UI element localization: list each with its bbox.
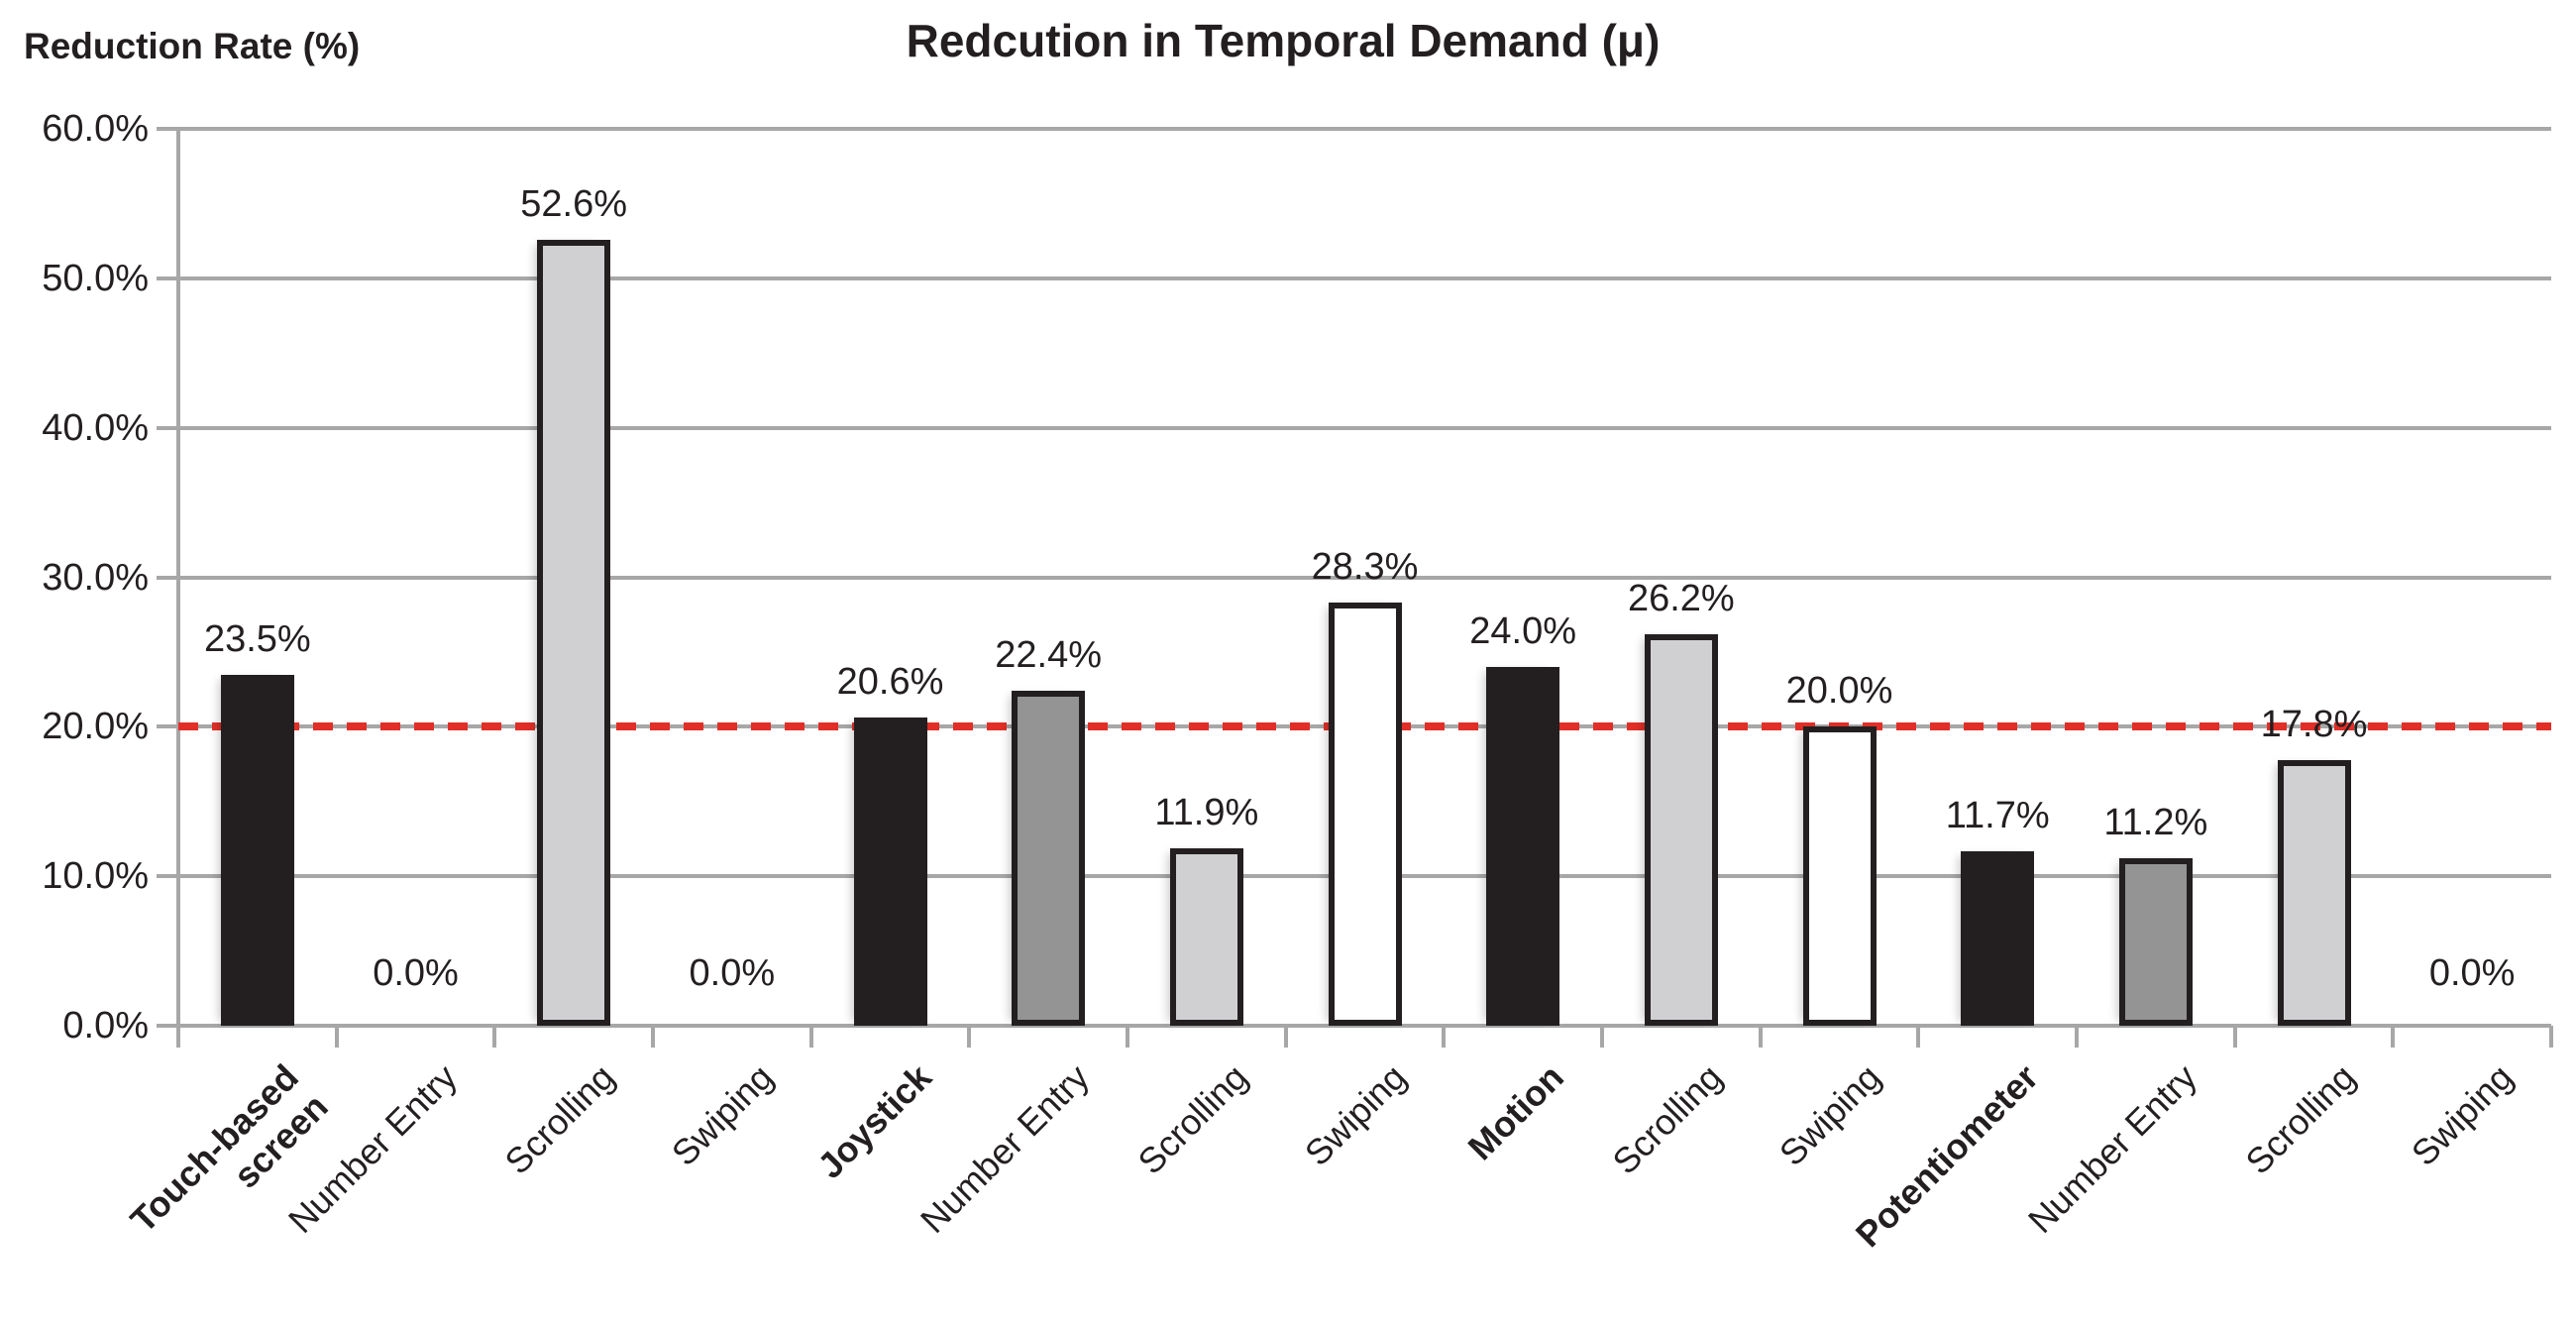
x-axis-tick <box>967 1026 972 1048</box>
x-axis-tick <box>1916 1026 1921 1048</box>
category-label: Swiping <box>2195 1056 2521 1173</box>
y-tick-label: 20.0% <box>42 706 149 748</box>
bar <box>1169 847 1243 1026</box>
chart-title: Redcution in Temporal Demand (μ) <box>906 15 1661 66</box>
gridline <box>178 127 2551 131</box>
x-axis-tick <box>1126 1026 1129 1048</box>
y-tick-label: 40.0% <box>42 406 149 449</box>
x-axis-tick <box>2549 1026 2553 1048</box>
value-label: 0.0% <box>2428 952 2516 994</box>
x-axis-tick <box>334 1026 339 1048</box>
x-axis-tick <box>2232 1026 2237 1048</box>
x-axis-tick <box>808 1026 813 1048</box>
value-label: 0.0% <box>373 952 459 994</box>
value-label: 20.0% <box>1785 670 1893 713</box>
x-axis-tick <box>1600 1026 1604 1048</box>
gridline <box>178 1024 2551 1028</box>
y-tick-label: 0.0% <box>62 1005 149 1047</box>
gridline <box>178 575 2551 580</box>
bar <box>1328 603 1402 1026</box>
y-axis-line <box>176 127 180 1028</box>
y-tick-label: 10.0% <box>42 855 149 898</box>
value-label: 24.0% <box>1469 610 1577 652</box>
bar <box>1012 691 1086 1026</box>
y-axis-title: Reduction Rate (%) <box>24 26 361 66</box>
y-axis-tick <box>157 724 178 729</box>
value-label: 28.3% <box>1311 546 1419 589</box>
x-axis-tick <box>176 1026 180 1048</box>
gridline <box>178 276 2551 280</box>
value-label: 0.0% <box>689 952 776 994</box>
value-label: 22.4% <box>995 634 1103 677</box>
bar <box>1486 667 1560 1026</box>
gridline <box>178 425 2551 430</box>
y-axis-tick <box>157 127 178 131</box>
bar <box>853 718 927 1026</box>
x-axis-tick <box>2391 1026 2396 1048</box>
x-axis-tick <box>492 1026 497 1048</box>
y-axis-tick <box>157 1024 178 1028</box>
x-axis-tick <box>651 1026 655 1048</box>
bar <box>2277 759 2351 1026</box>
value-label: 11.2% <box>2103 802 2208 844</box>
y-tick-label: 30.0% <box>42 556 149 599</box>
y-tick-label: 50.0% <box>42 257 149 299</box>
value-label: 11.9% <box>1154 791 1259 833</box>
value-label: 52.6% <box>520 182 628 225</box>
y-axis-tick <box>157 276 178 280</box>
x-axis-tick <box>2075 1026 2079 1048</box>
bar <box>1802 726 1877 1026</box>
x-axis-tick <box>1758 1026 1763 1048</box>
value-label: 26.2% <box>1627 577 1735 619</box>
bar <box>1961 850 2035 1026</box>
y-tick-label: 60.0% <box>42 108 149 150</box>
bar <box>537 239 611 1026</box>
value-label: 20.6% <box>836 661 944 704</box>
bar <box>1644 633 1718 1026</box>
y-axis-tick <box>157 425 178 430</box>
value-label: 17.8% <box>2260 703 2368 745</box>
category-label-text: Swiping <box>2404 1056 2522 1174</box>
y-axis-tick <box>157 874 178 879</box>
bar <box>2118 858 2193 1026</box>
y-axis-tick <box>157 575 178 580</box>
value-label: 23.5% <box>203 617 311 660</box>
x-axis-tick <box>1442 1026 1447 1048</box>
x-axis-tick <box>1283 1026 1288 1048</box>
bar <box>220 674 294 1026</box>
value-label: 11.7% <box>1945 794 2050 836</box>
